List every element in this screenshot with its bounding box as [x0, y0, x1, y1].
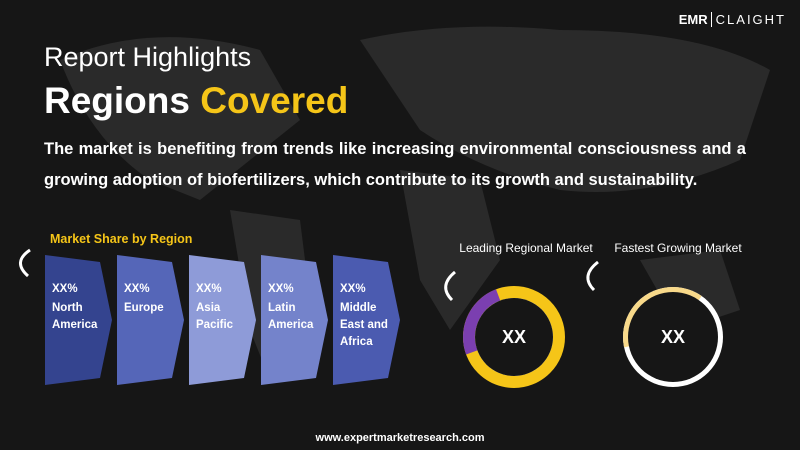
- donut-value: XX: [660, 327, 685, 347]
- logo-right: CLAIGHT: [710, 12, 786, 27]
- donut-1: [463, 286, 565, 388]
- region-name: Europe: [124, 302, 164, 314]
- donut-value: XX: [501, 327, 526, 347]
- world-map: [60, 26, 770, 380]
- donut-label: Leading Regional Market: [459, 241, 593, 255]
- region-name: North America: [52, 302, 98, 331]
- donut-hole: [475, 298, 553, 376]
- title-accent: Covered: [200, 80, 349, 121]
- kicker: Report Highlights: [44, 42, 252, 72]
- region-value: XX%: [268, 283, 294, 295]
- title-main: Regions: [44, 80, 190, 121]
- arrow: [19, 248, 31, 278]
- title: Regions Covered: [44, 80, 348, 122]
- arrow: [586, 260, 599, 292]
- logo: EMR CLAIGHT: [679, 12, 786, 27]
- arrow: [444, 270, 456, 302]
- panel: [117, 255, 184, 385]
- donut-segment: [463, 286, 565, 388]
- donut-2: [623, 287, 723, 387]
- region-value: XX%: [124, 283, 150, 295]
- footer-url: www.expertmarketresearch.com: [315, 432, 485, 444]
- logo-left: EMR: [678, 12, 708, 27]
- region-value: XX%: [52, 283, 78, 295]
- description: The market is benefiting from trends lik…: [44, 140, 746, 189]
- region-value: XX%: [340, 283, 366, 295]
- panel: [261, 255, 328, 385]
- region-name: Middle East and Africa: [340, 302, 388, 348]
- panel: [45, 255, 112, 385]
- region-name: Latin America: [268, 302, 314, 331]
- panel: [333, 255, 400, 385]
- panel: [189, 255, 256, 385]
- section-label: Market Share by Region: [50, 232, 193, 246]
- region-name: Asia Pacific: [196, 302, 234, 331]
- region-value: XX%: [196, 283, 222, 295]
- region-panels: [45, 255, 400, 385]
- donut-label: Fastest Growing Market: [614, 241, 742, 255]
- donut-hole: [628, 292, 718, 382]
